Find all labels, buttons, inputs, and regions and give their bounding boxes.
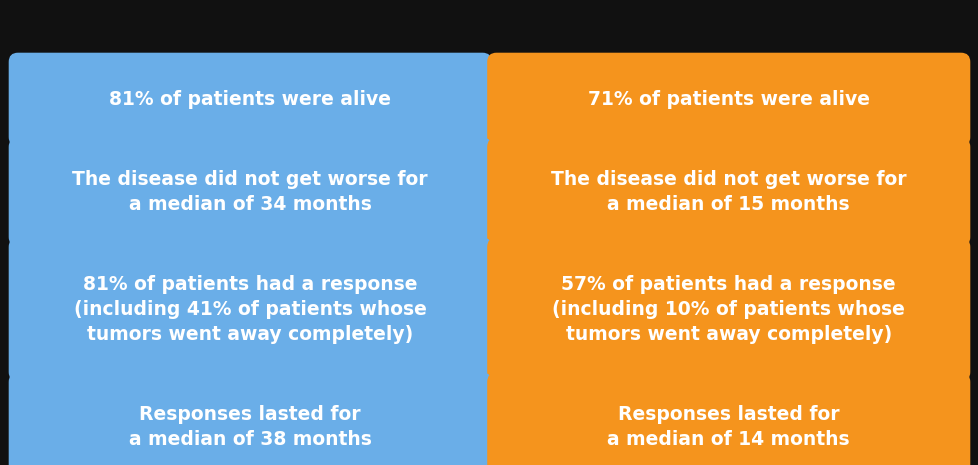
FancyBboxPatch shape — [487, 238, 969, 381]
FancyBboxPatch shape — [487, 138, 969, 246]
Text: 81% of patients were alive: 81% of patients were alive — [110, 90, 391, 109]
Text: Responses lasted for
a median of 38 months: Responses lasted for a median of 38 mont… — [129, 405, 372, 449]
FancyBboxPatch shape — [9, 53, 491, 146]
Text: The disease did not get worse for
a median of 34 months: The disease did not get worse for a medi… — [72, 170, 427, 214]
FancyBboxPatch shape — [9, 373, 491, 465]
Text: Responses lasted for
a median of 14 months: Responses lasted for a median of 14 mont… — [606, 405, 849, 449]
FancyBboxPatch shape — [9, 238, 491, 381]
Text: 71% of patients were alive: 71% of patients were alive — [587, 90, 868, 109]
Text: 81% of patients had a response
(including 41% of patients whose
tumors went away: 81% of patients had a response (includin… — [73, 275, 426, 344]
FancyBboxPatch shape — [487, 53, 969, 146]
FancyBboxPatch shape — [9, 138, 491, 246]
FancyBboxPatch shape — [487, 373, 969, 465]
Text: 57% of patients had a response
(including 10% of patients whose
tumors went away: 57% of patients had a response (includin… — [552, 275, 905, 344]
Text: The disease did not get worse for
a median of 15 months: The disease did not get worse for a medi… — [551, 170, 906, 214]
